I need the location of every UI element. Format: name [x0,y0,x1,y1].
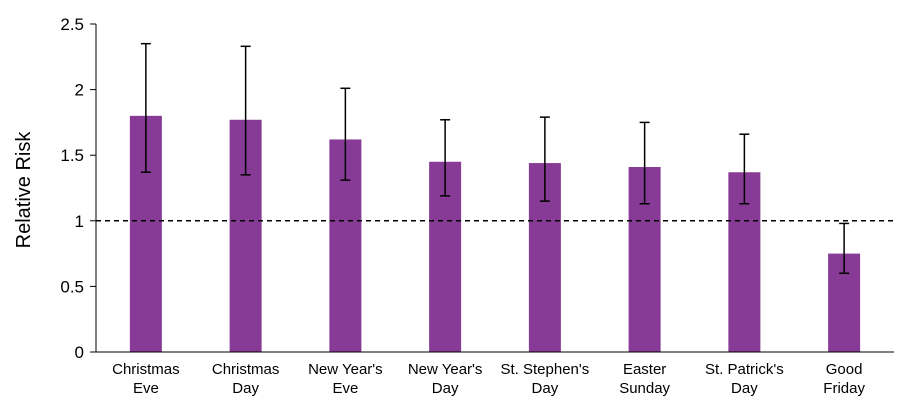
x-category-label-line: New Year's [308,361,383,378]
x-category-label-line: Day [432,380,459,397]
x-category-label-line: New Year's [408,361,483,378]
x-category-label: Good Friday [823,361,865,397]
y-tick-label: 0 [75,343,84,362]
x-category-label-line: St. Patrick's [705,361,784,378]
x-category-label-line: Day [731,380,758,397]
x-category-label-line: Easter [623,361,666,378]
x-category-label-line: Sunday [619,380,670,397]
x-category-label-line: Eve [332,380,358,397]
x-category-label: New Year's Day [408,361,483,397]
y-tick-label: 2 [75,81,84,100]
x-category-label: St. Stephen's Day [500,361,589,397]
x-category-label-line: Christmas [112,361,180,378]
error-bars [140,42,850,275]
y-tick-label: 2.5 [60,15,84,34]
x-category-label-line: St. Stephen's [500,361,589,378]
y-axis: 0 0.5 1 1.5 2 2.5 [60,15,97,362]
x-category-label: Christmas Eve [112,361,180,397]
y-tick-label: 1.5 [60,146,84,165]
x-category-label: Christmas Day [212,361,280,397]
x-category-label-line: Day [232,380,259,397]
x-category-label-line: Good [826,361,863,378]
x-category-label: St. Patrick's Day [705,361,784,397]
x-category-label-line: Christmas [212,361,280,378]
x-category-label-line: Eve [133,380,159,397]
x-category-label-line: Day [532,380,559,397]
x-category-label: Easter Sunday [619,361,670,397]
y-tick-label: 1 [75,212,84,231]
bars [129,115,861,352]
x-category-label: New Year's Eve [308,361,383,397]
y-tick-label: 0.5 [60,277,84,296]
x-category-label-line: Friday [823,380,865,397]
y-axis-title: Relative Risk [13,131,35,249]
